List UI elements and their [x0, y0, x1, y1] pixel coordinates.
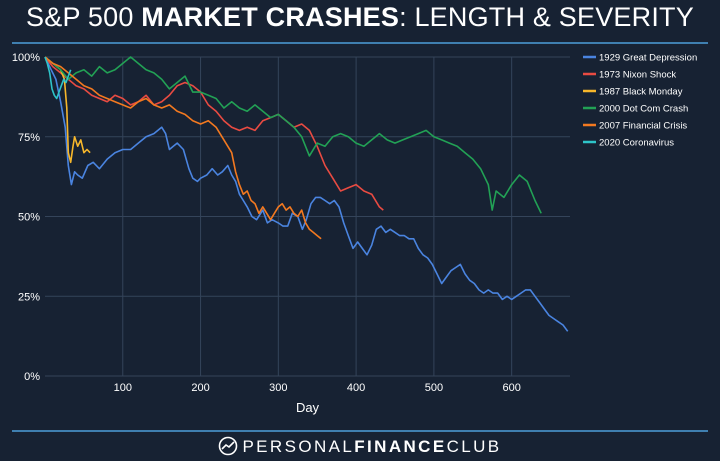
legend-label-2020-coronavirus: 2020 Coronavirus [599, 138, 674, 149]
axis: Day [296, 400, 320, 415]
series-line-1929-great-depression [44, 56, 569, 332]
series-line-2007-financial-crisis [44, 56, 322, 240]
y-tick-label: 100% [12, 52, 40, 64]
x-tick-label: 300 [269, 382, 287, 394]
y-tick-label: 0% [24, 371, 40, 383]
legend-label-2000-dot-com-crash: 2000 Dot Com Crash [599, 104, 688, 115]
y-tick-label: 50% [18, 212, 40, 224]
footer-brand: PERSONALFINANCECLUB [0, 436, 720, 457]
y-tick-label: 25% [18, 291, 40, 303]
y-tick-label: 75% [18, 132, 40, 144]
series-line-2020-coronavirus [44, 56, 72, 100]
chart-title: S&P 500 MARKET CRASHES: LENGTH & SEVERIT… [0, 2, 720, 33]
title-rule [12, 42, 708, 44]
x-tick-label: 600 [502, 382, 520, 394]
legend-label-2007-financial-crisis: 2007 Financial Crisis [599, 121, 687, 132]
legend-label-1973-nixon-shock: 1973 Nixon Shock [599, 70, 676, 81]
series-group [44, 56, 569, 332]
series-line-2000-dot-com-crash [44, 56, 542, 214]
legend: 1929 Great Depression 1973 Nixon Shock 198… [583, 53, 697, 149]
brand-personal: PERSONAL [242, 437, 355, 456]
grid: 0% 25% 50% 75% 100% 100 200 300 400 500 600 [12, 52, 570, 394]
legend-label-1929-great-depression: 1929 Great Depression [599, 53, 697, 64]
x-tick-label: 200 [191, 382, 209, 394]
x-tick-label: 100 [114, 382, 132, 394]
title-part-2: MARKET CRASHES [141, 2, 400, 32]
series-line-1973-nixon-shock [44, 56, 384, 211]
x-axis-label: Day [296, 400, 320, 415]
brand-logo-icon [219, 436, 238, 456]
x-tick-label: 500 [425, 382, 443, 394]
title-part-1: S&P 500 [26, 2, 142, 32]
footer-rule [12, 430, 708, 432]
x-tick-label: 400 [347, 382, 365, 394]
legend-label-1987-black-monday: 1987 Black Monday [599, 87, 683, 98]
brand-finance: FINANCE [354, 437, 447, 456]
title-part-3: : LENGTH & SEVERITY [399, 2, 694, 32]
brand-club: CLUB [446, 437, 502, 456]
chart: 0% 25% 50% 75% 100% 100 200 300 400 500 600 Day 19… [12, 52, 697, 415]
